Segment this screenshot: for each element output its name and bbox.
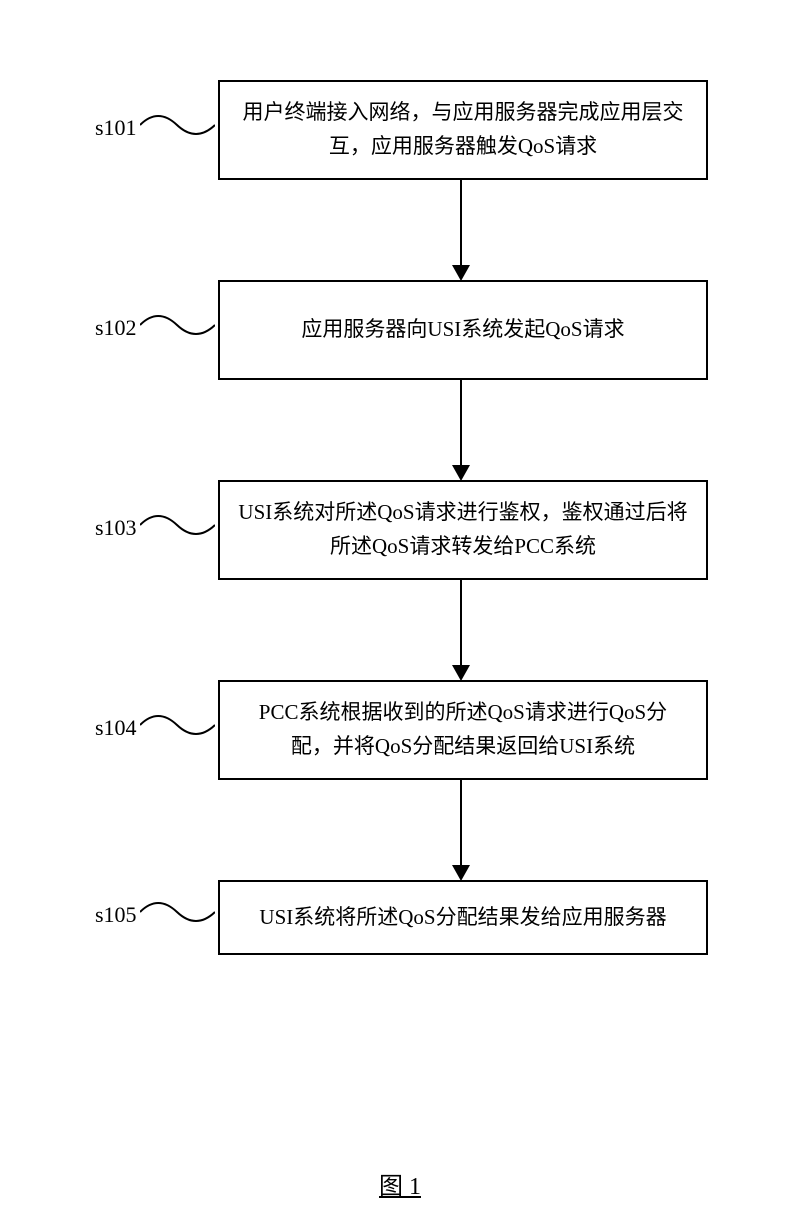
step-text-s103: USI系统对所述QoS请求进行鉴权，鉴权通过后将所述QoS请求转发给PCC系统	[238, 496, 688, 563]
arrow-2	[460, 380, 462, 465]
step-box-s103: USI系统对所述QoS请求进行鉴权，鉴权通过后将所述QoS请求转发给PCC系统	[218, 480, 708, 580]
step-box-s104: PCC系统根据收到的所述QoS请求进行QoS分配，并将QoS分配结果返回给USI…	[218, 680, 708, 780]
step-box-s105: USI系统将所述QoS分配结果发给应用服务器	[218, 880, 708, 955]
figure-label: 图 1	[379, 1166, 421, 1201]
arrow-head-4	[452, 865, 470, 881]
arrow-head-1	[452, 265, 470, 281]
step-text-s102: 应用服务器向USI系统发起QoS请求	[301, 313, 624, 347]
step-box-s101: 用户终端接入网络，与应用服务器完成应用层交互，应用服务器触发QoS请求	[218, 80, 708, 180]
wave-connector-s105	[140, 897, 215, 927]
wave-connector-s101	[140, 110, 215, 140]
wave-connector-s102	[140, 310, 215, 340]
step-text-s104: PCC系统根据收到的所述QoS请求进行QoS分配，并将QoS分配结果返回给USI…	[238, 696, 688, 763]
arrow-head-2	[452, 465, 470, 481]
step-box-s102: 应用服务器向USI系统发起QoS请求	[218, 280, 708, 380]
arrow-3	[460, 580, 462, 665]
step-text-s105: USI系统将所述QoS分配结果发给应用服务器	[259, 901, 666, 935]
step-label-s101: s101	[95, 115, 137, 141]
step-text-s101: 用户终端接入网络，与应用服务器完成应用层交互，应用服务器触发QoS请求	[238, 96, 688, 163]
arrow-4	[460, 780, 462, 865]
step-label-s105: s105	[95, 902, 137, 928]
arrow-1	[460, 180, 462, 265]
flowchart-container: s101 用户终端接入网络，与应用服务器完成应用层交互，应用服务器触发QoS请求…	[0, 60, 800, 1160]
step-label-s104: s104	[95, 715, 137, 741]
step-label-s102: s102	[95, 315, 137, 341]
wave-connector-s104	[140, 710, 215, 740]
step-label-s103: s103	[95, 515, 137, 541]
arrow-head-3	[452, 665, 470, 681]
wave-connector-s103	[140, 510, 215, 540]
